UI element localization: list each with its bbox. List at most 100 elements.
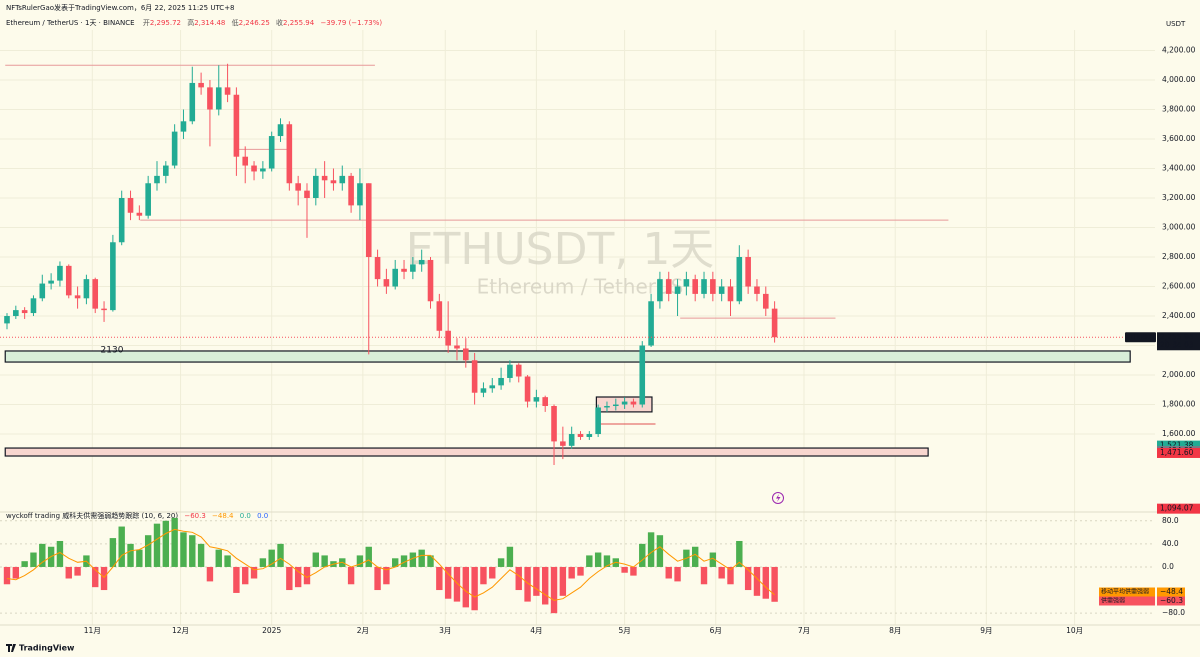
candle-body <box>639 345 646 405</box>
currency: USDT <box>1166 20 1186 28</box>
indicator-value: 0.0 <box>240 512 251 520</box>
indicator-value: 0.0 <box>257 512 268 520</box>
price-tag <box>1157 440 1200 451</box>
histogram-bar <box>444 566 452 599</box>
histogram-bar <box>153 523 161 567</box>
candle-body <box>498 377 504 386</box>
candle-body <box>339 175 346 184</box>
histogram-bar <box>603 555 611 567</box>
x-tick-label: 12月 <box>172 626 189 635</box>
candle-body <box>286 124 293 184</box>
candle-body <box>507 364 513 378</box>
candle-body <box>163 165 169 176</box>
histogram-bar <box>418 549 425 567</box>
histogram-bar <box>92 566 99 588</box>
candle-body <box>480 388 487 393</box>
candle-body <box>683 279 690 287</box>
histogram-bar <box>524 566 531 602</box>
ohlc-label: 开 <box>143 19 150 27</box>
candle-body <box>233 94 240 157</box>
ohlc-label: 收 <box>276 18 283 27</box>
histogram-bar <box>268 549 275 567</box>
y-tick-label: 3,200.00 <box>1162 193 1196 202</box>
y-tick-label: 1,600.00 <box>1162 429 1196 438</box>
candle-body <box>621 401 628 405</box>
symbol-line: Ethereum / TetherUS · 1天 · BINANCE 开2,29… <box>6 18 382 27</box>
footer-brand: TradingView <box>19 644 75 653</box>
candle-body <box>65 265 72 296</box>
candle-body <box>321 175 328 181</box>
candle-body <box>224 87 231 95</box>
y-tick-label: 3,000.00 <box>1162 223 1196 232</box>
alert-icon[interactable] <box>772 492 784 504</box>
x-tick-label: 5月 <box>618 626 630 635</box>
candle-body <box>260 168 266 172</box>
histogram-bar <box>233 566 240 593</box>
histogram-bar <box>736 540 743 567</box>
y-tick-label: 3,400.00 <box>1162 164 1196 173</box>
indicator-value: −60.3 <box>184 512 205 520</box>
price-tag-text: 1,094.07 <box>1160 504 1194 513</box>
candle-body <box>268 136 275 169</box>
histogram-bar <box>594 552 602 567</box>
histogram-bar <box>224 555 231 567</box>
candle-body <box>454 345 460 349</box>
candle-body <box>762 293 769 309</box>
histogram-bar <box>753 566 761 596</box>
indicator-title: wyckoff trading 威科夫供需强弱趋势跟踪 (10, 6, 20) <box>6 511 178 520</box>
candle-body <box>171 131 178 166</box>
histogram-bar <box>286 566 293 591</box>
candle-body <box>127 198 134 213</box>
indicator-tag-name: 供需强弱 <box>1101 597 1125 605</box>
histogram-bar <box>215 549 222 567</box>
candle-body <box>410 264 416 272</box>
indicator-value-text: −60.3 <box>1160 596 1183 605</box>
watermark-subtitle: Ethereum / TetherUS <box>477 275 684 299</box>
candle-body <box>515 364 522 377</box>
logo <box>6 644 16 652</box>
candle-body <box>313 175 319 199</box>
histogram-bar <box>347 566 355 585</box>
histogram-bar <box>559 566 567 596</box>
candle-body <box>365 183 372 258</box>
candle-body <box>136 212 143 216</box>
histogram-bar <box>242 566 249 585</box>
candle-body <box>586 434 593 437</box>
candle-body <box>710 279 716 294</box>
price-tag <box>1157 332 1200 351</box>
ohlc-label: 高 <box>187 18 194 27</box>
ohlc-value: 2,246.25 <box>239 19 270 27</box>
candle-body <box>630 401 637 405</box>
histogram-bar <box>762 566 769 599</box>
y-tick-label: 4,000.00 <box>1162 75 1196 84</box>
symbol-tag-text: ETHUSDT <box>1126 334 1155 341</box>
candle-body <box>718 286 725 294</box>
histogram-bar <box>727 566 734 585</box>
candle-body <box>48 280 54 284</box>
histogram-bar <box>665 566 672 579</box>
candle-body <box>665 279 672 294</box>
candle-body <box>118 198 125 243</box>
histogram-bar <box>692 546 699 567</box>
candle-body <box>674 286 681 294</box>
candle-body <box>604 406 610 408</box>
candle-body <box>30 298 37 314</box>
indicator-tag <box>1099 596 1155 606</box>
candle-body <box>180 121 187 132</box>
y-tick-label: 2,800.00 <box>1162 252 1196 261</box>
histogram-bar <box>621 566 628 573</box>
x-tick-label: 11月 <box>84 626 101 635</box>
histogram-bar <box>206 566 214 582</box>
candle-body <box>207 87 213 110</box>
histogram-bar <box>321 555 328 567</box>
candle-body <box>251 165 257 172</box>
candle-body <box>533 397 540 402</box>
candle-body <box>110 242 116 311</box>
histogram-bar <box>259 558 267 567</box>
histogram-bar <box>189 535 196 567</box>
histogram-bar <box>56 540 64 567</box>
histogram-bar <box>718 566 725 579</box>
candle-body <box>551 406 557 442</box>
price-tag-text: 2,255.94 <box>1160 332 1194 341</box>
